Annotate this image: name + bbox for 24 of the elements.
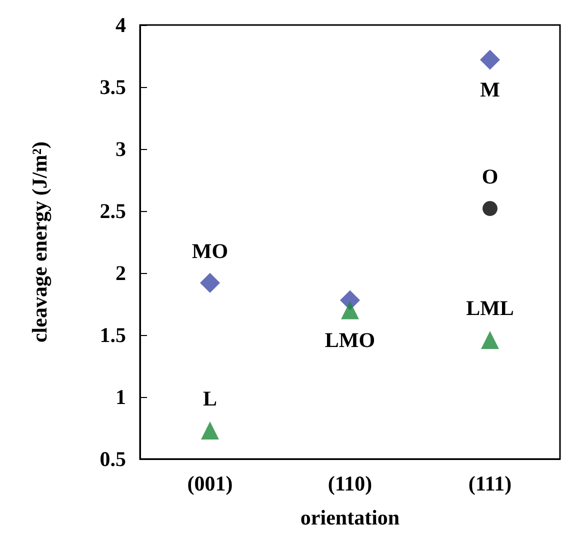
x-axis-title: orientation (300, 506, 400, 530)
y-axis-title: cleavage energy (J/m²) (28, 141, 52, 343)
x-tick-label: (111) (468, 472, 512, 496)
annotation: LMO (324, 328, 376, 352)
x-tick-label: (001) (187, 472, 233, 496)
annotation: M (480, 78, 500, 102)
y-tick-label: 1 (116, 385, 126, 409)
point (341, 301, 359, 320)
y-tick-label: 1.5 (100, 323, 126, 347)
point (481, 330, 499, 349)
point (480, 50, 500, 70)
y-tick-label: 3.5 (100, 75, 126, 99)
y-tick-label: 4 (116, 13, 126, 37)
y-tick-label: 0.5 (100, 447, 126, 471)
point (201, 421, 219, 440)
annotation: L (202, 386, 218, 410)
annotation: MO (192, 238, 228, 263)
x-tick-label: (110) (328, 472, 372, 496)
y-tick-label: 2.5 (100, 199, 126, 223)
y-tick-label: 2 (116, 261, 126, 285)
point (200, 272, 220, 293)
annotation: LML (466, 296, 514, 320)
annotation: O (482, 164, 498, 189)
y-tick-label: 3 (116, 137, 126, 161)
